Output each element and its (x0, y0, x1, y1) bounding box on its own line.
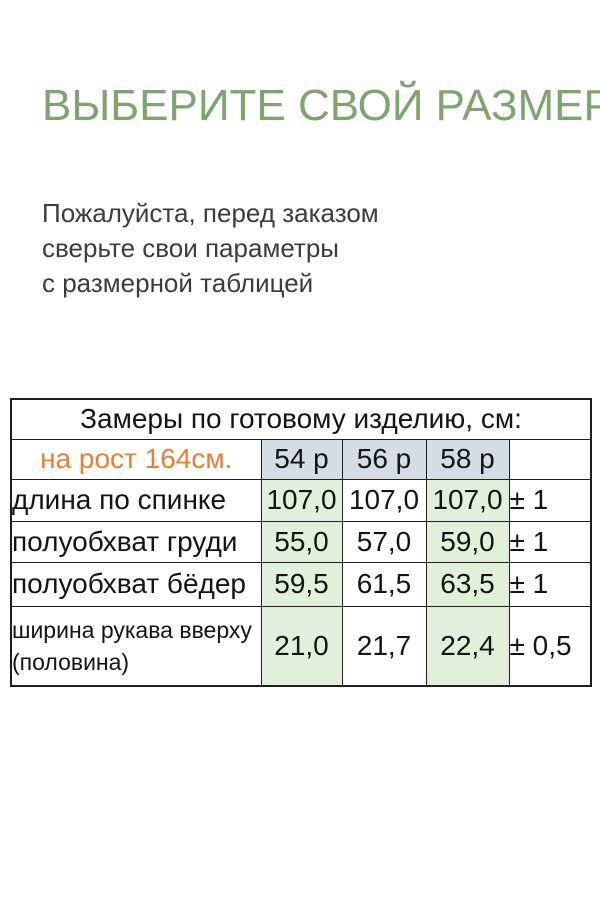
intro-text: Пожалуйста, перед заказом сверьте свои п… (42, 196, 379, 301)
row-label: длина по спинке (10, 478, 262, 522)
intro-line-2: сверьте свои параметры (42, 233, 339, 263)
tolerance-col-header (508, 438, 592, 480)
value-cell: 22,4 (425, 605, 510, 687)
row-label: полуобхват бёдер (10, 561, 262, 607)
table-row-back-length: длина по спинке 107,0 107,0 107,0 ± 1 (10, 478, 592, 522)
size-col-58: 58 р (425, 438, 510, 480)
value-cell: 107,0 (260, 478, 343, 522)
value-cell: 63,5 (425, 561, 510, 607)
value-cell: 59,0 (425, 520, 510, 563)
value-cell: 57,0 (341, 520, 427, 563)
size-col-56: 56 р (341, 438, 427, 480)
intro-line-3: с размерной таблицей (42, 268, 314, 298)
value-cell: 55,0 (260, 520, 343, 563)
tolerance-cell: ± 1 (508, 478, 592, 522)
value-cell: 107,0 (425, 478, 510, 522)
row-label: полуобхват груди (10, 520, 262, 563)
tolerance-cell: ± 1 (508, 561, 592, 607)
table-row-sleeve-width: ширина рукава вверху (половина) 21,0 21,… (10, 605, 592, 687)
size-table: Замеры по готовому изделию, см: на рост … (10, 398, 592, 687)
table-title: Замеры по готовому изделию, см: (10, 398, 592, 440)
tolerance-cell: ± 0,5 (508, 605, 592, 687)
height-label: на рост 164см. (10, 438, 262, 480)
table-row-half-chest: полуобхват груди 55,0 57,0 59,0 ± 1 (10, 520, 592, 563)
table-title-row: Замеры по готовому изделию, см: (10, 398, 592, 440)
value-cell: 61,5 (341, 561, 427, 607)
row-label: ширина рукава вверху (половина) (10, 605, 262, 687)
value-cell: 21,0 (260, 605, 343, 687)
page-title: ВЫБЕРИТЕ СВОЙ РАЗМЕР (42, 81, 600, 130)
table-row-half-hips: полуобхват бёдер 59,5 61,5 63,5 ± 1 (10, 561, 592, 607)
value-cell: 107,0 (341, 478, 427, 522)
size-col-54: 54 р (260, 438, 343, 480)
intro-line-1: Пожалуйста, перед заказом (42, 198, 379, 228)
size-header-row: на рост 164см. 54 р 56 р 58 р (10, 438, 592, 480)
value-cell: 21,7 (341, 605, 427, 687)
tolerance-cell: ± 1 (508, 520, 592, 563)
value-cell: 59,5 (260, 561, 343, 607)
